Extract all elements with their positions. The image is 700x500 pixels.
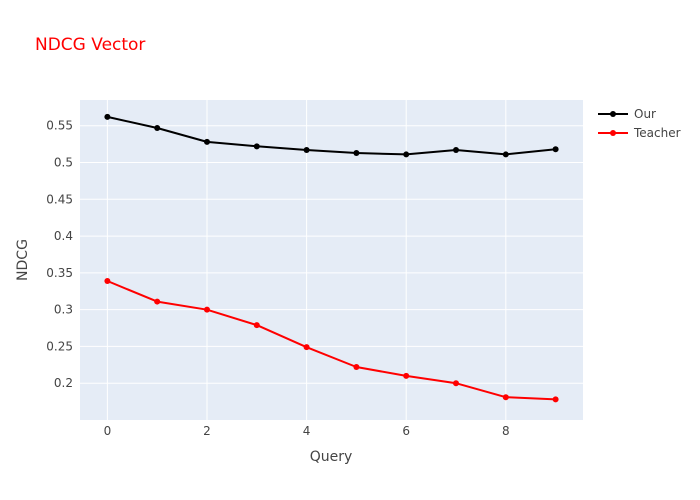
data-point-teacher (403, 372, 410, 379)
series-line-teacher (107, 280, 556, 401)
legend-item-teacher[interactable]: Teacher (598, 126, 681, 140)
x-tick-label: 4 (303, 424, 311, 438)
data-point-our (154, 124, 161, 131)
data-point-our (303, 147, 310, 154)
data-point-our (502, 151, 509, 158)
series-layer (104, 113, 559, 403)
x-tick-label: 6 (402, 424, 410, 438)
data-point-teacher (154, 298, 161, 305)
data-point-our (453, 147, 460, 154)
legend[interactable]: Our Teacher (598, 107, 681, 140)
legend-label: Our (634, 107, 656, 121)
y-tick-label: 0.35 (46, 266, 73, 280)
x-tick-label: 8 (502, 424, 510, 438)
data-point-our (104, 113, 111, 120)
x-axis-ticks: 0 2 4 6 8 (104, 424, 510, 438)
y-axis-title: NDCG (15, 239, 31, 281)
data-point-teacher (203, 306, 210, 313)
y-axis-ticks: 0.2 0.25 0.3 0.35 0.4 0.45 0.5 0.55 (46, 119, 73, 390)
data-point-our (403, 151, 410, 158)
series-line-our (107, 115, 556, 156)
y-tick-label: 0.4 (54, 229, 73, 243)
plot-background (80, 100, 583, 420)
x-axis-title: Query (310, 449, 353, 465)
data-point-teacher (453, 380, 460, 387)
data-point-teacher (253, 322, 260, 329)
legend-label: Teacher (633, 126, 681, 140)
data-point-teacher (502, 394, 509, 401)
data-point-our (353, 149, 360, 156)
x-tick-label: 0 (104, 424, 112, 438)
data-point-teacher (303, 344, 310, 351)
y-tick-label: 0.55 (46, 119, 73, 133)
y-tick-label: 0.45 (46, 192, 73, 206)
data-point-our (253, 143, 260, 150)
x-tick-label: 2 (203, 424, 211, 438)
y-tick-label: 0.3 (54, 303, 73, 317)
data-point-our (552, 146, 559, 153)
series-teacher (104, 277, 559, 403)
y-tick-label: 0.25 (46, 339, 73, 353)
series-our (104, 113, 559, 158)
data-point-our (203, 138, 210, 145)
y-tick-label: 0.5 (54, 156, 73, 170)
data-point-teacher (104, 277, 111, 284)
data-point-teacher (353, 364, 360, 371)
chart-title: NDCG Vector (35, 35, 145, 55)
legend-item-our[interactable]: Our (598, 107, 656, 121)
legend-marker (610, 111, 616, 117)
data-point-teacher (552, 396, 559, 403)
y-tick-label: 0.2 (54, 376, 73, 390)
legend-marker (610, 130, 616, 136)
